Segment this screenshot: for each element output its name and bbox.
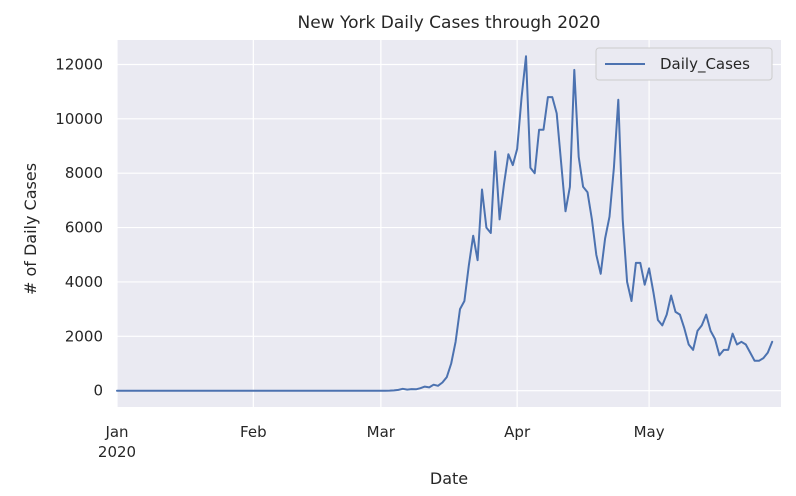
y-axis-label: # of Daily Cases xyxy=(21,163,40,295)
y-tick-label: 4000 xyxy=(65,273,103,291)
legend-label: Daily_Cases xyxy=(660,55,750,74)
x-tick-label: Apr xyxy=(504,423,531,441)
grid-lines xyxy=(116,40,781,407)
x-tick-label: Mar xyxy=(367,423,396,441)
legend: Daily_Cases xyxy=(595,47,773,81)
x-axis-label: Date xyxy=(430,469,468,488)
y-axis-ticks: 0 2000 4000 6000 8000 10000 12000 xyxy=(55,55,103,399)
x-tick-label: Feb xyxy=(240,423,267,441)
y-tick-label: 10000 xyxy=(55,110,103,128)
plot-area xyxy=(117,40,781,407)
x-tick-label: Jan xyxy=(104,423,128,441)
x-axis-ticks: Jan 2020 Feb Mar Apr May xyxy=(98,423,665,461)
chart-title: New York Daily Cases through 2020 xyxy=(298,13,601,33)
series-line-daily-cases xyxy=(116,55,774,392)
series-lines xyxy=(116,55,774,392)
x-tick-sublabel: 2020 xyxy=(98,443,136,461)
y-tick-label: 0 xyxy=(93,382,103,400)
y-tick-label: 2000 xyxy=(65,327,103,345)
x-tick-label: May xyxy=(634,423,665,441)
y-tick-label: 12000 xyxy=(55,55,103,73)
legend-box xyxy=(595,47,773,81)
y-tick-label: 6000 xyxy=(65,219,103,237)
y-tick-label: 8000 xyxy=(65,164,103,182)
